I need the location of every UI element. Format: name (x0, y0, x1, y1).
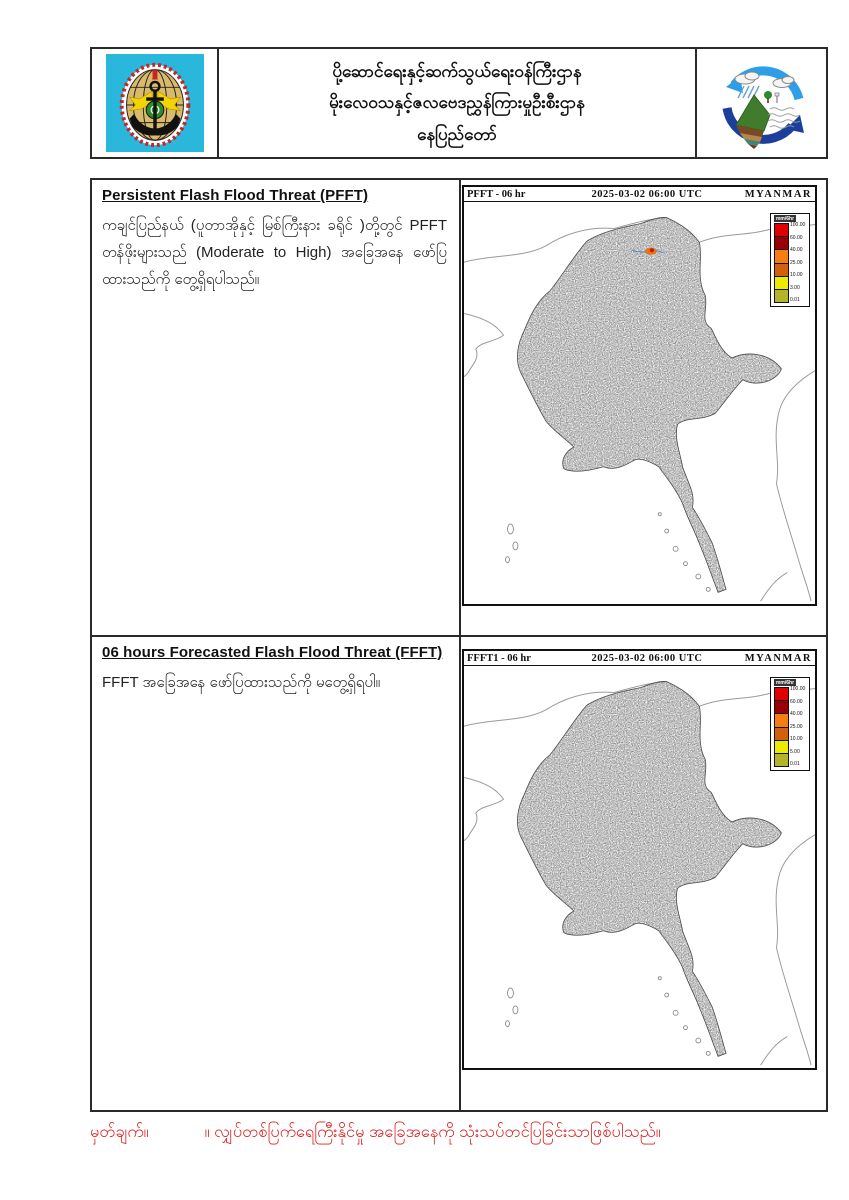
myanmar-map (464, 666, 815, 1066)
report-table: Persistent Flash Flood Threat (PFFT) ကချ… (90, 178, 828, 1112)
header-title-line-2: မိုးလေဝသနှင့်ဇလဗေဒညွှန်ကြားမှုဦးစီးဌာန (329, 93, 585, 113)
ffft-map-legend: mm/6hr 100.00 60.00 40.00 25.00 10.00 5.… (770, 677, 810, 771)
header-left-logo-cell (92, 49, 219, 157)
ffft-section-body: FFFT အခြေအနေ ဖော်ပြထားသည်ကို မတွေ့ရှိရပါ… (102, 674, 381, 691)
pfft-map-area: mm/6hr 100.00 60.00 40.00 25.00 10.00 3.… (464, 202, 815, 602)
pfft-map-panel: PFFT - 06 hr 2025-03-02 06:00 UTC MYANMA… (462, 185, 817, 606)
pfft-text-cell: Persistent Flash Flood Threat (PFFT) ကချ… (92, 180, 459, 635)
ffft-map-product-label: FFFT1 - 06 hr (467, 652, 531, 664)
pfft-map-legend: mm/6hr 100.00 60.00 40.00 25.00 10.00 3.… (770, 213, 810, 307)
header-right-logo-cell (697, 49, 826, 157)
ffft-text-cell: 06 hours Forecasted Flash Flood Threat (… (92, 637, 459, 1114)
legend-tick-labels: 100.00 60.00 40.00 25.00 10.00 5.00 0.01 (790, 686, 806, 767)
ffft-map-region-label: MYANMAR (744, 652, 812, 664)
pfft-map-datetime: 2025-03-02 06:00 UTC (591, 188, 703, 200)
footnote: မှတ်ချက်။ ။ လျှပ်တစ်ပြက်ရေကြီးနိုင်မှု အခ… (90, 1122, 828, 1146)
legend-tick-labels: 100.00 60.00 40.00 25.00 10.00 3.00 0.01 (790, 222, 806, 303)
ffft-map-panel: FFFT1 - 06 hr 2025-03-02 06:00 UTC MYANM… (462, 649, 817, 1070)
ffft-map-titlebar: FFFT1 - 06 hr 2025-03-02 06:00 UTC MYANM… (464, 651, 815, 666)
myanmar-map (464, 202, 815, 602)
ministry-transport-communications-logo-icon (105, 54, 204, 152)
legend-unit-label: mm/6hr (774, 679, 796, 686)
pfft-map-titlebar: PFFT - 06 hr 2025-03-02 06:00 UTC MYANMA… (464, 187, 815, 202)
pfft-section-body: ကချင်ပြည်နယ် (ပူတာအိုနှင့် မြစ်ကြီးနား ခ… (102, 217, 447, 288)
ffft-section-heading: 06 hours Forecasted Flash Flood Threat (… (102, 644, 443, 661)
legend-color-bar (774, 223, 789, 303)
pfft-map-product-label: PFFT - 06 hr (467, 188, 526, 200)
pfft-section-heading: Persistent Flash Flood Threat (PFFT) (102, 187, 369, 204)
footnote-label: မှတ်ချက်။ (90, 1123, 149, 1141)
hydrological-cycle-logo-icon (714, 56, 809, 150)
pfft-map-region-label: MYANMAR (744, 188, 812, 200)
legend-unit-label: mm/6hr (774, 215, 796, 222)
header-title-line-1: ပို့ဆောင်ရေးနှင့်ဆက်သွယ်ရေးဝန်ကြီးဌာန (332, 61, 582, 81)
ffft-map-area: mm/6hr 100.00 60.00 40.00 25.00 10.00 5.… (464, 666, 815, 1066)
ffft-map-datetime: 2025-03-02 06:00 UTC (591, 652, 703, 664)
document-header: ပို့ဆောင်ရေးနှင့်ဆက်သွယ်ရေးဝန်ကြီးဌာန မိ… (90, 47, 828, 159)
footnote-text: ။ လျှပ်တစ်ပြက်ရေကြီးနိုင်မှု အခြေအနေကို … (204, 1123, 661, 1141)
header-title-line-3: နေပြည်တော် (417, 124, 497, 144)
header-title-block: ပို့ဆောင်ရေးနှင့်ဆက်သွယ်ရေးဝန်ကြီးဌာန မိ… (219, 49, 697, 157)
flash-flood-threat-spot (631, 247, 664, 255)
legend-color-bar (774, 687, 789, 767)
table-column-divider (459, 180, 461, 1110)
table-row-divider (92, 635, 826, 637)
